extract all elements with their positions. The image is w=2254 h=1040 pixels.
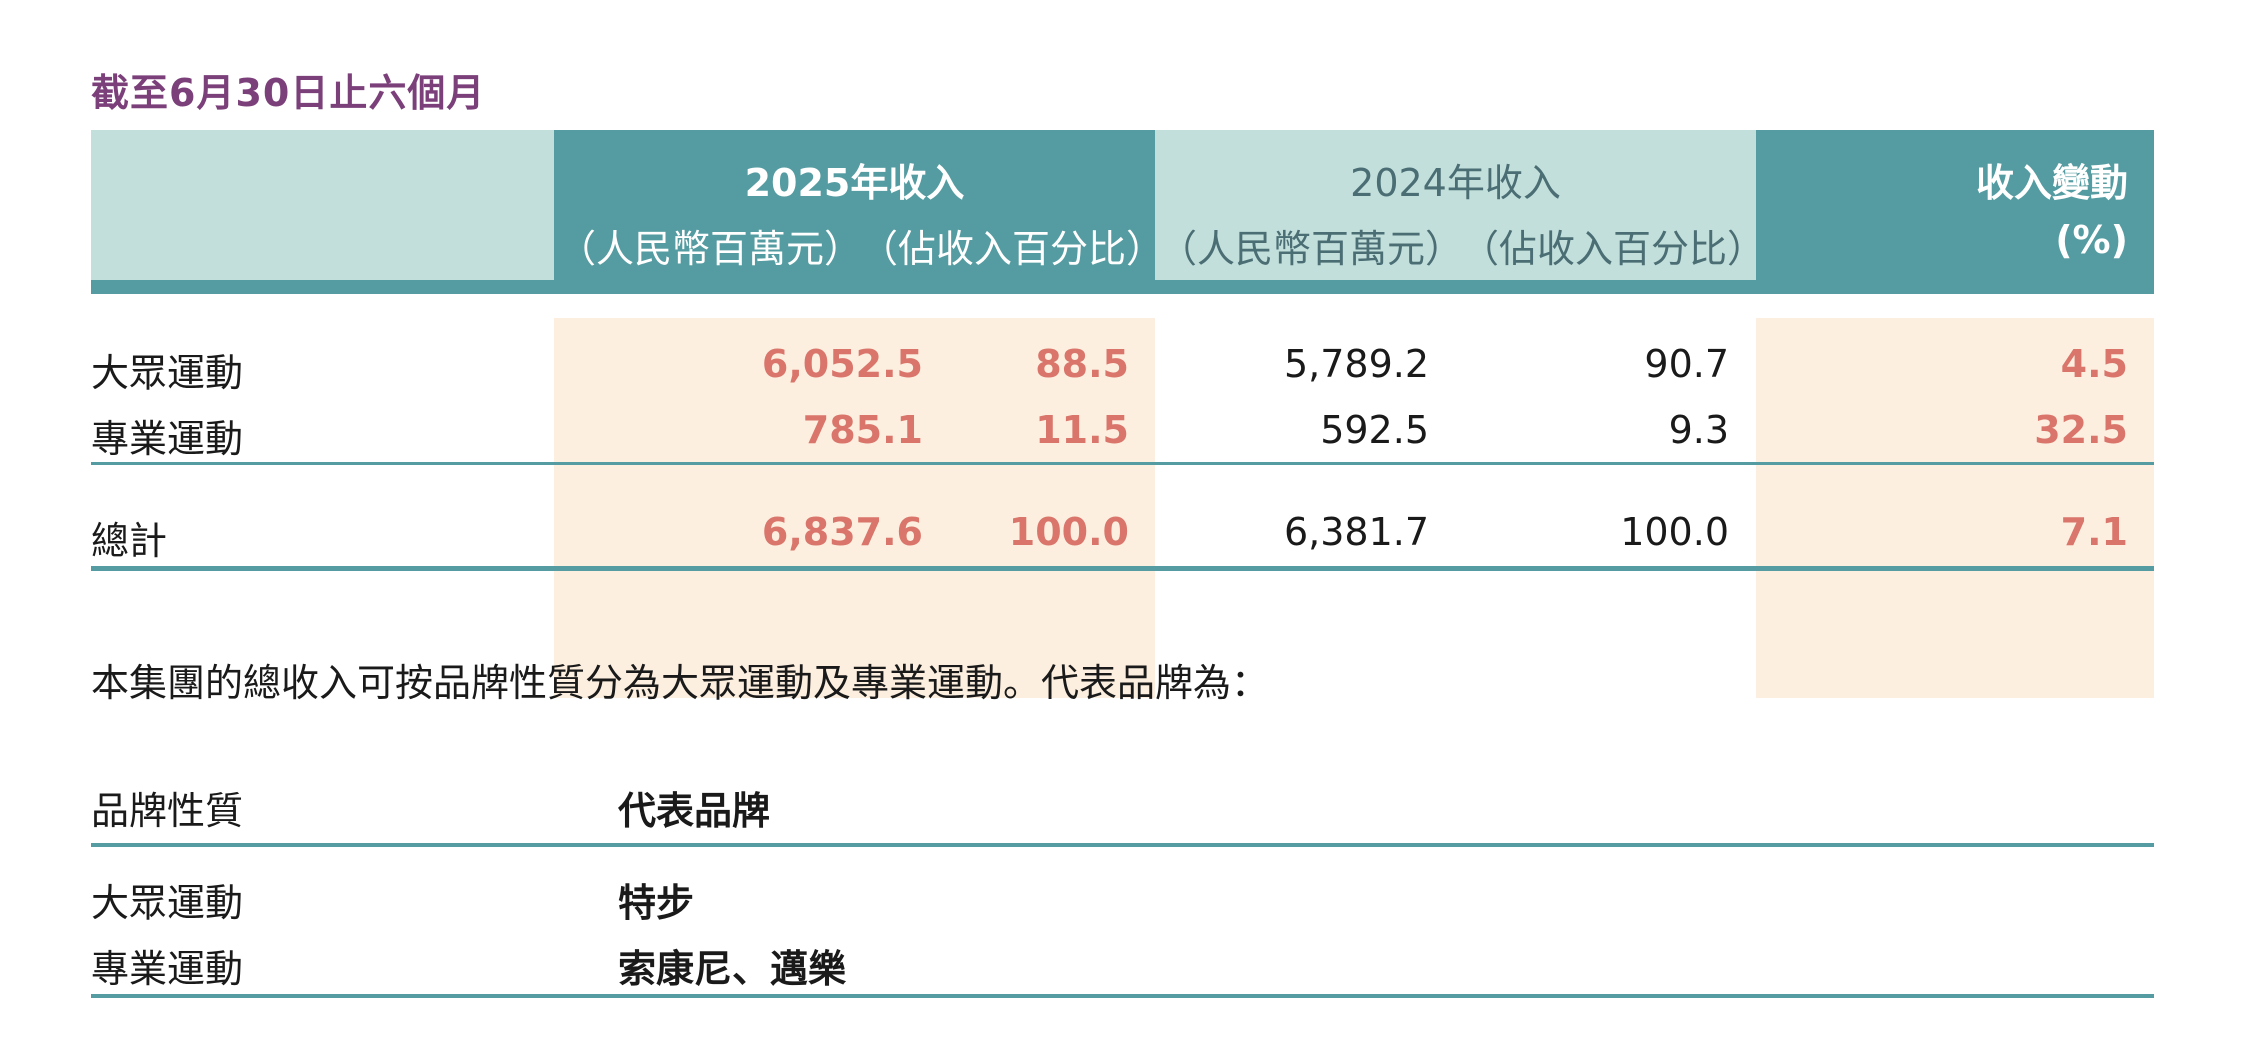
header-2025-title: 2025年收入	[744, 161, 965, 205]
cell-rev-2025: 6,052.5	[761, 342, 923, 386]
total-pct-2025: 100.0	[1008, 510, 1129, 554]
brand-header-label: 品牌性質	[91, 789, 244, 833]
total-bottom-rule	[91, 566, 2154, 571]
cell-rev-2024: 5,789.2	[1283, 342, 1429, 386]
header-2024-title: 2024年收入	[1350, 161, 1561, 205]
row-label: 大眾運動	[91, 351, 244, 395]
cell-change: 4.5	[2060, 342, 2128, 386]
header-2025-unit-rmb: （人民幣百萬元）	[558, 227, 863, 271]
total-pct-2024: 100.0	[1620, 510, 1729, 554]
period-title: 截至6月30日止六個月	[91, 71, 486, 115]
header-2024: 2024年收入 （人民幣百萬元） （佔收入百分比）	[1155, 130, 1765, 280]
highlight-band-change	[1756, 318, 2154, 698]
header-2024-unit-rmb: （人民幣百萬元）	[1159, 227, 1464, 271]
header-2025-unit-pct: （佔收入百分比）	[860, 227, 1165, 271]
cell-rev-2024: 592.5	[1320, 408, 1429, 452]
brand-row-value: 索康尼、邁樂	[618, 947, 847, 991]
subtotal-divider	[91, 462, 2154, 465]
cell-rev-2025: 785.1	[802, 408, 923, 452]
cell-pct-2025: 88.5	[1035, 342, 1129, 386]
total-rev-2024: 6,381.7	[1283, 510, 1429, 554]
brand-row-label: 專業運動	[91, 947, 244, 991]
header-change-unit: (%)	[2055, 218, 2128, 262]
brand-row-value: 特步	[618, 881, 695, 925]
cell-pct-2025: 11.5	[1035, 408, 1129, 452]
header-2024-unit-pct: （佔收入百分比）	[1461, 227, 1766, 271]
brand-header-value: 代表品牌	[618, 789, 771, 833]
description-text: 本集團的總收入可按品牌性質分為大眾運動及專業運動。代表品牌為：	[91, 661, 1270, 705]
brand-bottom-rule	[91, 994, 2154, 998]
header-bottom-bar	[91, 280, 2154, 294]
header-2025: 2025年收入 （人民幣百萬元） （佔收入百分比）	[554, 130, 1164, 280]
header-change-title: 收入變動	[1975, 161, 2128, 205]
total-label: 總計	[91, 519, 168, 563]
header-change: 收入變動 (%)	[1756, 130, 2154, 280]
highlight-band-2025	[554, 318, 1155, 698]
cell-pct-2024: 90.7	[1644, 342, 1729, 386]
cell-change: 32.5	[2034, 408, 2128, 452]
total-rev-2025: 6,837.6	[761, 510, 923, 554]
cell-pct-2024: 9.3	[1668, 408, 1729, 452]
header-blank-cell	[91, 130, 554, 280]
brand-header-rule	[91, 843, 2154, 847]
total-change: 7.1	[2060, 510, 2128, 554]
brand-row-label: 大眾運動	[91, 881, 244, 925]
row-label: 專業運動	[91, 417, 244, 461]
